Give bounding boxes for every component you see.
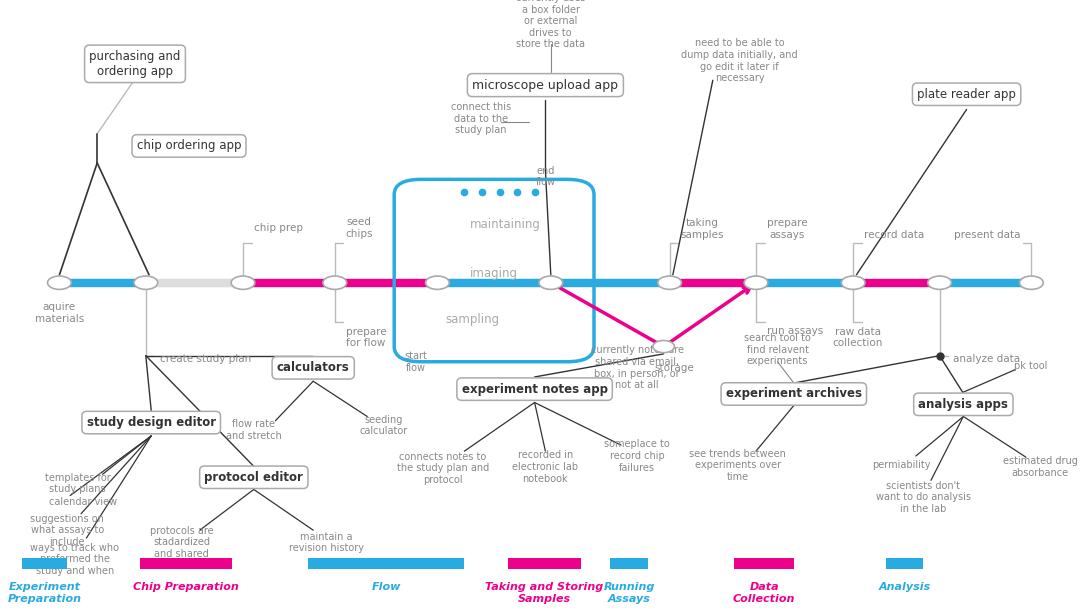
Text: connects notes to
the study plan and
protocol: connects notes to the study plan and pro…	[396, 452, 489, 485]
Text: seeding
calculator: seeding calculator	[360, 415, 407, 437]
Circle shape	[134, 276, 158, 289]
Text: estimated drug
absorbance: estimated drug absorbance	[1002, 456, 1078, 478]
Circle shape	[744, 276, 768, 289]
Bar	[308, 558, 464, 569]
Text: run assays: run assays	[767, 326, 823, 336]
Text: protocols are
stadardized
and shared: protocols are stadardized and shared	[150, 526, 213, 559]
Text: plate reader app: plate reader app	[917, 88, 1016, 101]
Text: Experiment
Preparation: Experiment Preparation	[8, 582, 81, 604]
Text: Chip Preparation: Chip Preparation	[134, 582, 239, 592]
Text: templates for
study plans: templates for study plans	[45, 472, 110, 494]
Text: Data
Collection: Data Collection	[733, 582, 795, 604]
Text: seed
chips: seed chips	[346, 217, 373, 239]
Circle shape	[426, 276, 449, 289]
Text: ways to track who
preformed the
study and when: ways to track who preformed the study an…	[30, 543, 119, 576]
Text: create study plan: create study plan	[160, 354, 251, 364]
Text: present data: present data	[954, 230, 1021, 240]
Text: prepare
assays: prepare assays	[767, 218, 808, 240]
Text: someplace to
record chip
failures: someplace to record chip failures	[605, 440, 670, 472]
Text: prepare
for flow: prepare for flow	[346, 326, 387, 348]
Text: end
flow: end flow	[536, 165, 555, 187]
Bar	[508, 558, 581, 569]
Text: pk tool: pk tool	[1014, 361, 1047, 371]
Text: analysis apps: analysis apps	[918, 398, 1009, 411]
Text: sampling: sampling	[445, 313, 500, 326]
Text: analyze data: analyze data	[953, 354, 1020, 364]
Text: chip prep: chip prep	[254, 223, 302, 233]
Text: maintaining: maintaining	[470, 218, 540, 232]
Text: chip ordering app: chip ordering app	[137, 139, 241, 153]
Circle shape	[841, 276, 865, 289]
Text: microscope upload app: microscope upload app	[472, 78, 619, 92]
Circle shape	[231, 276, 255, 289]
Text: raw data
collection: raw data collection	[833, 326, 882, 348]
Text: experiment archives: experiment archives	[726, 387, 862, 401]
Text: see trends between
experiments over
time: see trends between experiments over time	[689, 449, 786, 482]
Text: record data: record data	[864, 230, 924, 240]
Text: permiability: permiability	[873, 460, 931, 470]
Bar	[140, 558, 232, 569]
Text: maintain a
revision history: maintain a revision history	[288, 531, 364, 553]
Text: experiment notes app: experiment notes app	[461, 382, 608, 396]
Bar	[610, 558, 648, 569]
Text: Flow: Flow	[372, 582, 401, 592]
Text: flow rate
and stretch: flow rate and stretch	[226, 419, 282, 441]
Text: recorded in
electronic lab
notebook: recorded in electronic lab notebook	[512, 451, 579, 483]
Text: Analysis: Analysis	[878, 582, 931, 592]
Circle shape	[539, 276, 563, 289]
Text: imaging: imaging	[470, 267, 518, 280]
Text: calculators: calculators	[276, 361, 350, 375]
Circle shape	[323, 276, 347, 289]
Text: calendar view: calendar view	[49, 497, 117, 506]
Text: protocol editor: protocol editor	[204, 471, 303, 484]
Text: search tool to
find relavent
experiments: search tool to find relavent experiments	[744, 333, 811, 366]
Circle shape	[658, 276, 681, 289]
Bar	[22, 558, 67, 569]
Circle shape	[928, 276, 951, 289]
Text: study design editor: study design editor	[86, 416, 216, 429]
Circle shape	[1020, 276, 1043, 289]
Bar	[886, 558, 923, 569]
Circle shape	[48, 276, 71, 289]
Text: start
flow: start flow	[404, 351, 428, 373]
Text: aquire
materials: aquire materials	[35, 302, 84, 324]
Text: connect this
data to the
study plan: connect this data to the study plan	[450, 102, 511, 135]
Text: taking
samples: taking samples	[680, 218, 724, 240]
Text: currently uses
a box folder
or external
drives to
store the data: currently uses a box folder or external …	[516, 0, 585, 49]
Text: Taking and Storing
Samples: Taking and Storing Samples	[485, 582, 604, 604]
Text: storage: storage	[654, 363, 694, 373]
Text: suggestions on
what assays to
include: suggestions on what assays to include	[30, 514, 104, 547]
Text: need to be able to
dump data initially, and
go edit it later if
necessary: need to be able to dump data initially, …	[681, 38, 798, 83]
Circle shape	[653, 340, 674, 353]
Text: Running
Assays: Running Assays	[604, 582, 654, 604]
Text: scientists don't
want to do analysis
in the lab: scientists don't want to do analysis in …	[876, 481, 971, 514]
Text: currently notes are
shared via email,
box, in person, or
not at all: currently notes are shared via email, bo…	[591, 345, 684, 390]
Bar	[734, 558, 794, 569]
Text: purchasing and
ordering app: purchasing and ordering app	[90, 50, 180, 78]
